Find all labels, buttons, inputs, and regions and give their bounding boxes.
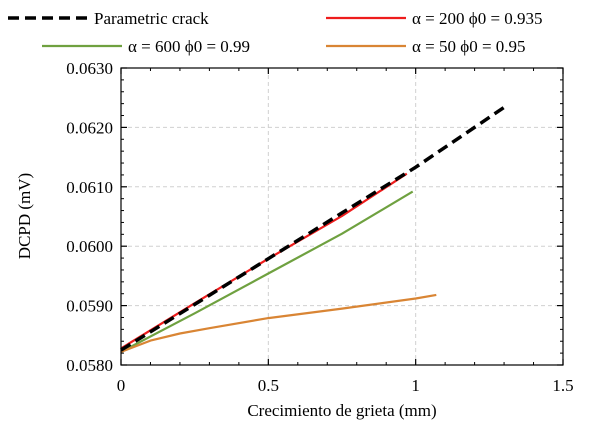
x-tick-label: 0 <box>117 376 126 395</box>
legend-label-1: Parametric crack <box>94 9 209 28</box>
y-axis-label: DCPD (mV) <box>15 173 34 259</box>
x-tick-label: 0.5 <box>258 376 279 395</box>
y-tick-label: 0.0600 <box>66 237 113 256</box>
y-tick-label: 0.0610 <box>66 178 113 197</box>
series-line-4 <box>120 293 437 353</box>
axis-ticks: 0 0.5 1 1.5 0.0580 0.0590 0.0600 0.0610 0.0620 0.… <box>66 59 573 395</box>
y-tick-label: 0.0630 <box>66 59 113 78</box>
legend-label-2: α = 200 ϕ0 = 0.935 <box>412 9 543 28</box>
x-axis-label: Crecimiento de grieta (mm) <box>247 401 436 420</box>
y-tick-label: 0.0580 <box>66 356 113 375</box>
x-tick-label: 1 <box>411 376 420 395</box>
x-tick-label: 1.5 <box>552 376 573 395</box>
legend: Parametric crack α = 200 ϕ0 = 0.935 α = 60… <box>8 9 543 56</box>
y-tick-label: 0.0620 <box>66 118 113 137</box>
series-line-3 <box>120 190 414 353</box>
y-tick-label: 0.0590 <box>66 297 113 316</box>
series-line-1 <box>120 103 508 352</box>
legend-label-4: α = 50 ϕ0 = 0.95 <box>412 37 526 56</box>
series-lines <box>120 103 508 353</box>
legend-label-3: α = 600 ϕ0 = 0.99 <box>128 37 250 56</box>
plot-frame <box>120 67 564 366</box>
